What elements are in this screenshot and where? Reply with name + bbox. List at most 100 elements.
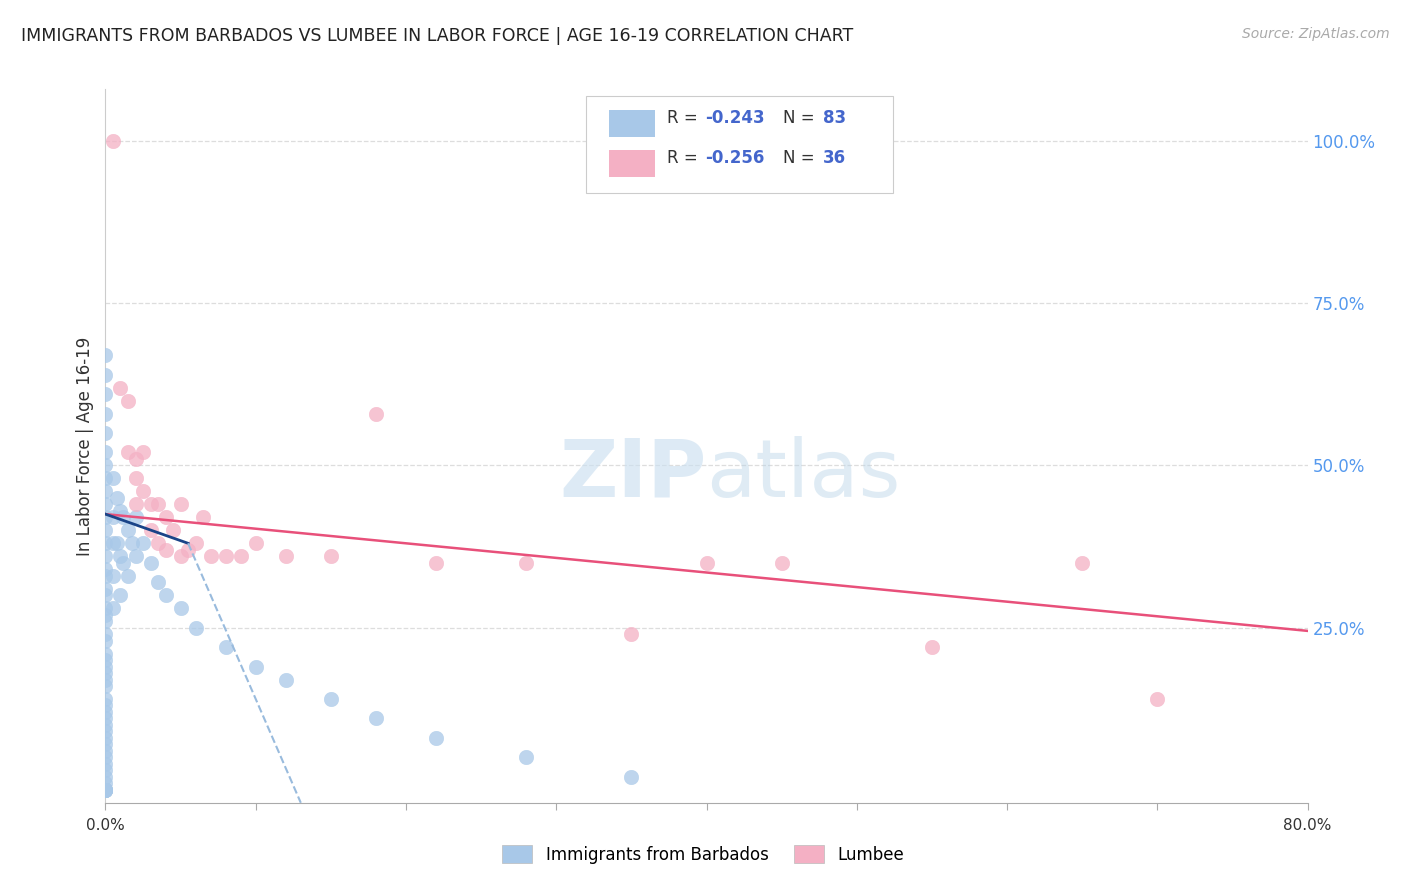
Point [94,524,117,538]
Point [94,458,117,473]
Point [132,445,155,459]
Point [94,633,117,648]
Y-axis label: In Labor Force | Age 16-19: In Labor Force | Age 16-19 [76,336,94,556]
Point [94,562,117,576]
Point [319,549,342,564]
Point [94,588,117,602]
Point [94,692,117,706]
Point [425,556,447,570]
Point [319,692,342,706]
Point [124,497,146,511]
Point [94,782,117,797]
Point [94,614,117,628]
Point [94,679,117,693]
Bar [609,110,655,137]
Point [245,536,267,550]
Point [146,575,169,590]
Point [94,782,117,797]
Point [101,568,124,582]
Point [214,640,236,654]
Point [110,381,132,395]
Point [169,497,191,511]
Point [94,718,117,732]
Text: N =: N = [783,109,820,127]
Text: N =: N = [783,149,820,167]
Point [1146,692,1168,706]
Point [112,556,135,570]
Point [770,556,793,570]
Point [112,510,135,524]
Point [191,510,214,524]
Point [94,724,117,739]
Point [155,588,177,602]
Point [94,756,117,771]
Point [94,744,117,758]
Point [94,776,117,790]
Point [94,601,117,615]
Point [94,731,117,745]
Point [94,653,117,667]
Text: 36: 36 [823,149,846,167]
Point [139,556,162,570]
Point [94,407,117,421]
Point [101,471,124,485]
Point [364,407,387,421]
Point [921,640,943,654]
Point [132,536,155,550]
Point [132,484,155,499]
Point [94,705,117,719]
Text: R =: R = [666,109,703,127]
Point [94,607,117,622]
Point [515,750,537,764]
Text: Source: ZipAtlas.com: Source: ZipAtlas.com [1241,27,1389,41]
Point [94,445,117,459]
Text: IMMIGRANTS FROM BARBADOS VS LUMBEE IN LABOR FORCE | AGE 16-19 CORRELATION CHART: IMMIGRANTS FROM BARBADOS VS LUMBEE IN LA… [21,27,853,45]
Point [94,673,117,687]
Point [1071,556,1094,570]
Point [124,471,146,485]
Point [121,536,143,550]
Point [139,497,162,511]
Text: -0.243: -0.243 [706,109,765,127]
Point [94,647,117,661]
Point [696,556,718,570]
Text: ZIP: ZIP [560,435,707,514]
Text: -0.256: -0.256 [706,149,765,167]
Point [94,750,117,764]
Point [169,601,191,615]
Point [94,782,117,797]
Point [107,491,129,505]
Point [101,536,124,550]
Point [107,536,129,550]
Point [214,549,236,564]
Point [146,536,169,550]
Point [94,368,117,382]
Point [94,711,117,725]
Point [162,524,184,538]
Text: 80.0%: 80.0% [1284,818,1331,832]
Point [94,425,117,440]
Point [110,588,132,602]
Point [425,731,447,745]
Point [94,484,117,499]
Point [184,621,207,635]
Point [94,698,117,713]
Point [117,393,139,408]
Point [117,568,139,582]
Point [200,549,222,564]
Text: R =: R = [666,149,703,167]
Point [94,549,117,564]
Bar [609,150,655,177]
Point [94,666,117,681]
Point [139,524,162,538]
Point [110,504,132,518]
Point [101,134,124,148]
Point [515,556,537,570]
Point [184,536,207,550]
Point [117,524,139,538]
Point [94,510,117,524]
Point [94,348,117,362]
Point [274,673,297,687]
Point [245,659,267,673]
Point [94,471,117,485]
